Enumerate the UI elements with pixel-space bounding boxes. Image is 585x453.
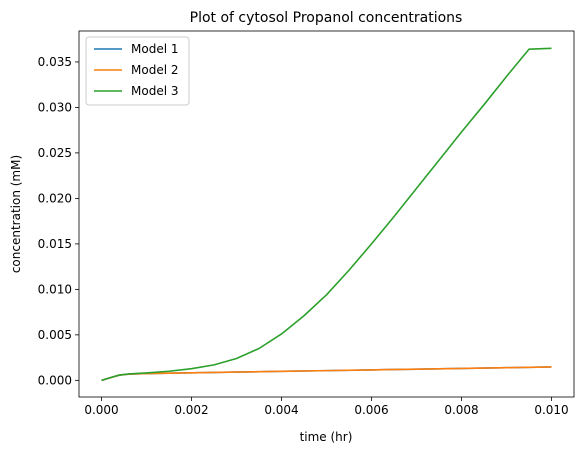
x-tick-label: 0.004 bbox=[264, 403, 298, 417]
plot-area: 0.000 0.002 0.004 0.006 0.008 0.010 0.000 0.005… bbox=[38, 30, 575, 417]
y-tick-label: 0.030 bbox=[38, 100, 72, 114]
y-axis-label: concentration (mM) bbox=[9, 155, 23, 273]
y-tick-label: 0.025 bbox=[38, 146, 72, 160]
x-tick-label: 0.010 bbox=[534, 403, 568, 417]
series-line-model-3 bbox=[101, 47, 552, 382]
chart-title: Plot of cytosol Propanol concentrations bbox=[190, 10, 463, 26]
legend-label-model-3: Model 3 bbox=[131, 84, 178, 98]
series-line-model-2 bbox=[101, 366, 552, 382]
legend-box bbox=[85, 36, 190, 106]
x-tick-label: 0.006 bbox=[354, 403, 388, 417]
legend-label-model-2: Model 2 bbox=[131, 63, 178, 77]
x-tick-label: 0.002 bbox=[174, 403, 208, 417]
legend: Model 1 Model 2 Model 3 bbox=[85, 36, 190, 106]
y-tick-label: 0.015 bbox=[38, 237, 72, 251]
y-tick-label: 0.020 bbox=[38, 191, 72, 205]
x-tick-label: 0.008 bbox=[444, 403, 478, 417]
y-tick-label: 0.005 bbox=[38, 328, 72, 342]
x-tick-label: 0.000 bbox=[84, 403, 118, 417]
plot-frame bbox=[78, 30, 575, 398]
y-tick-label: 0.035 bbox=[38, 55, 72, 69]
legend-label-model-1: Model 1 bbox=[131, 42, 178, 56]
y-tick-label: 0.010 bbox=[38, 282, 72, 296]
x-axis-label: time (hr) bbox=[300, 430, 353, 444]
y-tick-label: 0.000 bbox=[38, 373, 72, 387]
